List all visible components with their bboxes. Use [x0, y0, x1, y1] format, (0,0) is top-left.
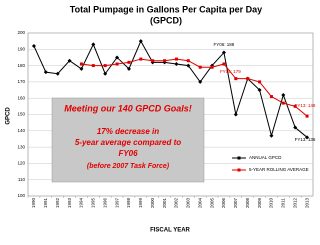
marker: [139, 57, 143, 61]
y-tick-label: 190: [17, 46, 25, 51]
x-tick-label: 2009: [257, 197, 262, 208]
callout-text: (before 2007 Task Force): [87, 163, 170, 170]
y-tick-label: 110: [18, 177, 26, 182]
y-tick-label: 180: [17, 63, 25, 68]
series-line: [33, 40, 308, 138]
marker: [293, 104, 297, 108]
y-tick-label: 200: [17, 30, 25, 35]
legend-marker: [237, 156, 241, 160]
annotation: FY13: 136: [295, 137, 316, 142]
y-tick-label: 140: [17, 128, 25, 133]
y-tick-label: 130: [17, 144, 25, 149]
x-tick-label: 1993: [67, 197, 72, 208]
marker: [115, 55, 120, 60]
marker: [103, 64, 107, 68]
marker: [31, 44, 36, 49]
x-tick-label: 2010: [269, 197, 274, 208]
marker: [151, 59, 155, 63]
marker: [233, 112, 238, 117]
y-tick-label: 160: [17, 95, 25, 100]
marker: [79, 62, 83, 66]
marker: [258, 80, 262, 84]
marker: [174, 61, 179, 66]
y-tick-label: 170: [17, 79, 25, 84]
marker: [138, 39, 143, 44]
marker: [269, 133, 274, 138]
x-tick-label: 2000: [150, 197, 155, 208]
callout-text: 5-year average compared to: [75, 138, 181, 147]
marker: [281, 92, 286, 97]
x-tick-label: 2011: [281, 198, 286, 208]
chart-title: Total Pumpage in Gallons Per Capita per …: [70, 4, 262, 14]
marker: [305, 114, 309, 118]
x-tick-label: 2008: [245, 197, 250, 208]
x-axis-label: FISCAL YEAR: [150, 228, 190, 234]
marker: [269, 95, 273, 99]
x-tick-label: 1998: [126, 197, 131, 208]
legend-marker: [237, 168, 241, 172]
x-tick-label: 2004: [197, 197, 202, 208]
x-tick-label: 2012: [292, 197, 297, 208]
marker: [221, 50, 226, 55]
annotation: FY06: 188: [214, 42, 235, 47]
marker: [126, 66, 131, 71]
marker: [257, 88, 262, 93]
marker: [43, 70, 48, 75]
callout-text: 17% decrease in: [97, 127, 159, 136]
marker: [198, 65, 202, 69]
marker: [55, 71, 60, 76]
annotation: FY13: 149: [295, 103, 316, 108]
x-tick-label: 1996: [102, 197, 107, 208]
x-tick-label: 1991: [43, 197, 48, 208]
marker: [127, 60, 131, 64]
callout-text: FY06: [118, 149, 138, 158]
x-tick-label: 2003: [186, 197, 191, 208]
x-tick-label: 2006: [221, 197, 226, 208]
series-line: [81, 58, 308, 117]
marker: [222, 62, 226, 66]
x-tick-label: 1999: [138, 197, 143, 208]
annotation: FY05: 179: [220, 69, 241, 74]
marker: [103, 71, 108, 76]
chart-subtitle: (GPCD): [150, 15, 182, 25]
marker: [174, 57, 178, 61]
x-tick-label: 2005: [209, 197, 214, 208]
marker: [91, 64, 95, 68]
marker: [79, 66, 84, 71]
y-tick-label: 120: [17, 161, 25, 166]
legend-label: 5-YEAR ROLLING AVERAGE: [249, 167, 309, 172]
marker: [186, 63, 191, 68]
y-axis-label: GPCD: [6, 107, 12, 125]
x-tick-label: 1997: [114, 197, 119, 208]
marker: [163, 59, 167, 63]
x-tick-label: 1994: [79, 197, 84, 208]
marker: [91, 42, 96, 47]
y-tick-label: 150: [17, 112, 25, 117]
y-tick-label: 100: [17, 193, 25, 198]
marker: [67, 58, 72, 63]
callout-text: Meeting our 140 GPCD Goals!: [64, 103, 192, 113]
marker: [305, 135, 310, 140]
marker: [293, 125, 298, 130]
x-tick-label: 1990: [31, 197, 36, 208]
marker: [234, 77, 238, 81]
x-tick-label: 2013: [304, 197, 309, 208]
x-tick-label: 2007: [233, 197, 238, 208]
legend-label: ANNUAL GPCD: [249, 155, 282, 160]
marker: [198, 79, 203, 84]
marker: [281, 101, 285, 105]
marker: [186, 59, 190, 63]
x-tick-label: 2002: [174, 197, 179, 208]
chart: Total Pumpage in Gallons Per Capita per …: [6, 4, 316, 234]
callout-box: [51, 97, 205, 183]
x-tick-label: 2001: [162, 197, 167, 208]
marker: [115, 62, 119, 66]
marker: [246, 77, 250, 81]
marker: [210, 65, 214, 69]
x-tick-label: 1995: [91, 197, 96, 208]
x-tick-label: 1992: [55, 197, 60, 208]
